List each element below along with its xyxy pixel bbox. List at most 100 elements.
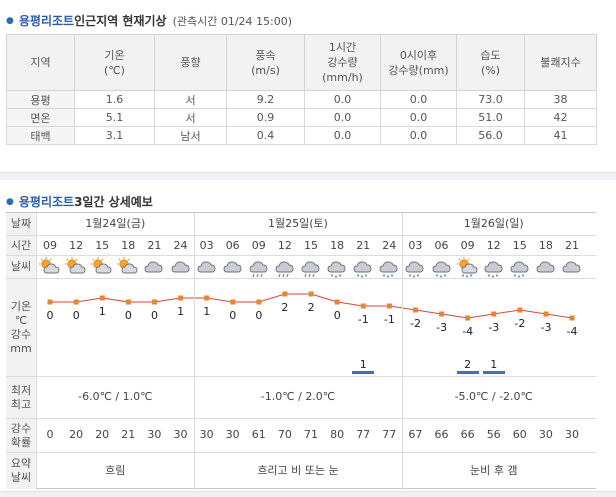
weather-summary: 흐림 [105, 464, 126, 477]
table-cell: 0.0 [304, 90, 381, 109]
rain-cloud-icon [272, 256, 298, 278]
temperature-point [308, 291, 314, 297]
temperature-label: 0 [255, 309, 262, 322]
column-header: 풍속 (m/s) [226, 34, 305, 91]
hour-cell: 21 [147, 239, 162, 252]
table-cell: 0.0 [304, 126, 381, 145]
snow-cloud-icon [507, 256, 533, 278]
column-header-line: (m/s) [251, 63, 280, 77]
hour-cell: 12 [69, 239, 84, 252]
section-bullet-icon: ● [6, 15, 14, 26]
temperature-point [204, 295, 210, 301]
table-cell: 38 [524, 90, 597, 109]
temperature-label: -2 [514, 317, 525, 330]
table-cell: 73.0 [456, 90, 525, 109]
temperature-label: -1 [358, 313, 369, 326]
label-time: 시간 [6, 236, 36, 255]
temperature-label: 0 [151, 309, 158, 322]
hour-cell: 12 [277, 239, 292, 252]
label-summary: 요약 날씨 [6, 453, 36, 489]
label-summary-1: 요약 [10, 457, 32, 470]
weather-summary: 흐리고 비 또는 눈 [257, 464, 339, 477]
table-cell: 51.0 [456, 108, 525, 127]
precip-probability: 21 [121, 428, 136, 441]
forecast-title-text: 3일간 상세예보 [74, 195, 153, 209]
table-cell: 서 [154, 90, 227, 109]
table-cell: 1.6 [74, 90, 155, 109]
section-divider [0, 172, 616, 180]
table-cell: 42 [524, 108, 597, 127]
precip-probability: 30 [147, 428, 162, 441]
snow-cloud-icon [324, 256, 350, 278]
grid-line [6, 376, 596, 377]
partly-cloudy-sun-icon [63, 256, 89, 278]
hour-cell: 24 [382, 239, 397, 252]
temperature-label: -3 [488, 321, 499, 334]
rain-cloud-icon [246, 256, 272, 278]
temperature-label: 0 [73, 309, 80, 322]
column-header: 기온 (℃) [74, 34, 155, 91]
temperature-point [439, 311, 445, 317]
station-name: 용평 [6, 90, 75, 109]
temperature-point [47, 299, 53, 305]
hour-cell: 06 [225, 239, 240, 252]
column-header: 지역 [6, 34, 75, 91]
column-header-line: 풍속 [255, 48, 276, 62]
label-rain-unit: mm [10, 341, 32, 355]
date-header: 1월24일(금) [85, 217, 146, 230]
hour-cell: 18 [121, 239, 136, 252]
precipitation-value: 1 [490, 358, 498, 371]
hour-cell: 21 [565, 239, 579, 252]
grid-line [6, 235, 596, 236]
temperature-point [517, 307, 523, 313]
label-rain: 강수 [10, 327, 32, 341]
table-cell: 56.0 [456, 126, 525, 145]
table-cell: 5.1 [74, 108, 155, 127]
temperature-chart: 0 0 1 0 0 1 1 0 0 2 2 0 -1 -1 -2 -3 -4 -3 -2 -3 -4 [47, 291, 578, 338]
temperature-label: 0 [229, 309, 236, 322]
column-header: 풍향 [154, 34, 227, 91]
column-header: 불쾌지수 [524, 34, 597, 91]
observation-time: (관측시간 01/24 15:00) [172, 14, 293, 28]
temperature-point [125, 299, 131, 305]
temperature-point [413, 307, 418, 313]
cloudy-icon [168, 256, 194, 278]
table-cell: 서 [154, 108, 227, 127]
min-max-temp: -6.0℃ / 1.0℃ [78, 390, 153, 403]
hour-cell: 21 [356, 239, 371, 252]
hour-cell: 09 [43, 239, 57, 252]
cloudy-icon [220, 256, 246, 278]
section-bullet-icon: ● [6, 196, 14, 207]
hour-cell: 15 [512, 239, 527, 252]
precip-probability: 71 [304, 428, 318, 441]
column-header-line: (℃) [104, 63, 125, 77]
cloudy-icon [559, 256, 585, 278]
precip-probability: 66 [460, 428, 475, 441]
temperature-point [152, 299, 157, 305]
date-header: 1월26일(일) [463, 217, 524, 230]
snow-cloud-icon [429, 256, 455, 278]
temperature-point [360, 303, 366, 309]
min-max-temp: -1.0℃ / 2.0℃ [260, 390, 336, 403]
grid-line [6, 278, 596, 279]
day-separator [194, 213, 195, 376]
partly-cloudy-sun-icon [89, 256, 115, 278]
precip-probability: 20 [95, 428, 110, 441]
hour-cell: 09 [460, 239, 475, 252]
precip-probability: 30 [565, 428, 579, 441]
column-header-line: 지역 [30, 56, 51, 69]
table-row: 면온 5.1 서 0.9 0.0 0.0 51.0 42 [6, 108, 597, 127]
temperature-label: -4 [567, 325, 578, 338]
precipitation-bar [352, 371, 375, 374]
table-cell: 0.9 [226, 108, 305, 127]
label-prob-1: 강수 [10, 421, 32, 435]
precip-probability: 30 [225, 428, 240, 441]
column-header-line: 강수량 [327, 56, 358, 69]
column-header: 1시간 강수량 (mm/h) [304, 34, 381, 91]
hour-cell: 03 [199, 239, 214, 252]
temperature-label: -3 [541, 321, 552, 334]
table-row: 용평 1.6 서 9.2 0.0 0.0 73.0 38 [6, 90, 597, 109]
temperature-point [73, 299, 79, 305]
precip-probability: 66 [434, 428, 449, 441]
label-min: 최저 [10, 383, 32, 397]
